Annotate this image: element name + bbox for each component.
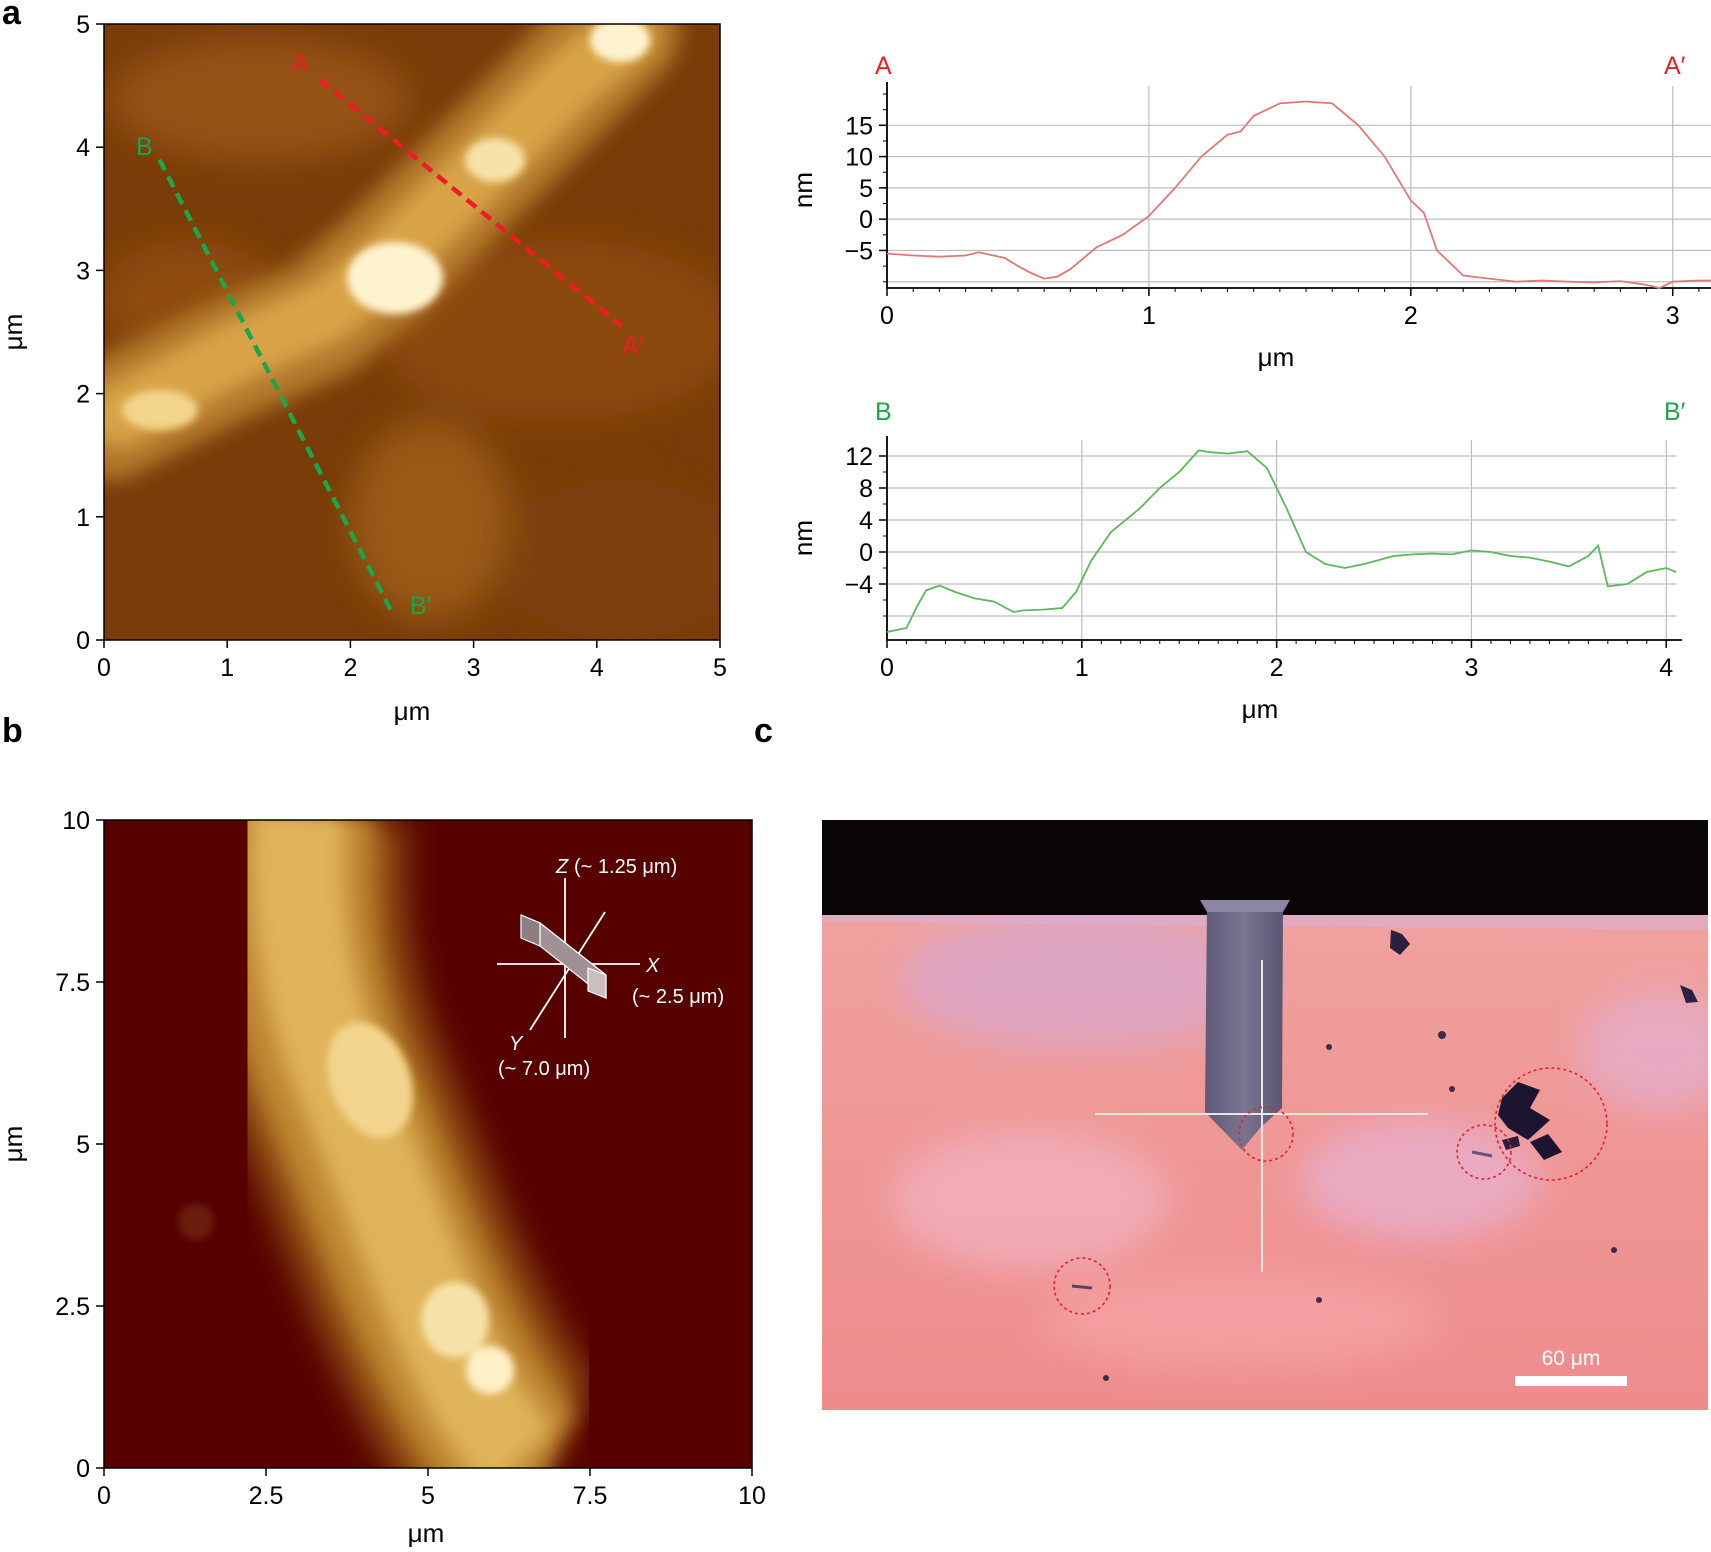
line-a-start-label: A [292,49,309,77]
inset-x-value: (~ 2.5 μm) [632,986,724,1008]
profile-b-xlabel: μm [1242,694,1279,724]
profile-b-series-line [886,449,1677,633]
profile-a-y-tick-label: 15 [845,112,873,140]
profile-b-x-tick-label: 0 [880,654,894,682]
afm-a-axes: 0 1 2 3 4 5 0 1 2 3 4 5 [76,11,727,682]
afm-b-axes: 0 2.5 5 7.5 10 0 2.5 5 7.5 10 [55,807,766,1510]
line-a-end-label: A′ [622,332,644,360]
panel-letter-b: b [2,712,23,750]
panel-letter-a: a [2,0,21,32]
profile-b-left-label: B [875,398,892,426]
afm-image-b [104,820,752,1468]
afm-a-y-tick-label: 0 [76,627,90,655]
profile-a-x-tick-label: 3 [1666,302,1680,330]
inset-y-value: (~ 7.0 μm) [498,1058,590,1080]
afm-b-x-tick-label: 2.5 [249,1482,284,1510]
inset-z-value: (~ 1.25 μm) [574,856,677,878]
afm-a-x-tick-label: 2 [343,654,357,682]
afm-b-x-tick-label: 10 [738,1482,766,1510]
afm-a-y-tick-label: 2 [76,381,90,409]
profile-a-right-label: A′ [1664,52,1686,80]
afm-b-x-tick-label: 0 [97,1482,111,1510]
dimension-inset: Z (~ 1.25 μm) X (~ 2.5 μm) Y (~ 7.0 μm) [497,856,724,1080]
scale-bar-label: 60 μm [1542,1347,1601,1370]
afm-b-y-tick-label: 5 [76,1131,90,1159]
profile-b-y-tick-label: 0 [859,539,873,567]
profile-b-x-tick-label: 2 [1270,654,1284,682]
profile-a-x-tick-label: 2 [1404,302,1418,330]
profile-line-a [318,77,623,328]
afm-b-y-tick-label: 7.5 [55,969,90,997]
optical-micrograph-c: 60 μm [822,820,1708,1410]
profile-a-y-tick-label: 10 [845,144,873,172]
profile-b-y-tick-label: −4 [844,571,873,599]
afm-a-x-tick-label: 0 [97,654,111,682]
afm-b-ylabel: μm [0,1126,28,1163]
afm-a-y-tick-label: 5 [76,11,90,39]
afm-b-y-tick-label: 10 [62,807,90,835]
inset-y-label: Y [509,1033,524,1055]
line-b-start-label: B [136,133,153,161]
profile-a-ylabel: nm [788,172,818,208]
profile-a-x-tick-label: 0 [880,302,894,330]
profile-b-ylabel: nm [788,520,818,556]
afm-a-ylabel: μm [0,314,28,351]
afm-tip [1205,905,1283,1150]
scale-bar [1515,1376,1627,1386]
afm-a-x-tick-label: 4 [590,654,604,682]
profile-b-y-tick-label: 12 [845,443,873,471]
inset-x-label: X [645,955,660,977]
profile-b-y-tick-label: 8 [859,475,873,503]
profile-b-x-tick-label: 4 [1659,654,1673,682]
afm-a-x-tick-label: 1 [220,654,234,682]
afm-b-x-tick-label: 7.5 [573,1482,608,1510]
panel-letter-c: c [754,712,773,750]
afm-a-y-tick-label: 3 [76,257,90,285]
afm-a-y-tick-label: 4 [76,134,90,162]
afm-a-x-tick-label: 5 [713,654,727,682]
profile-b-right-label: B′ [1664,398,1686,426]
profile-a-xlabel: μm [1258,342,1295,372]
afm-b-y-tick-label: 0 [76,1455,90,1483]
profile-a-left-label: A [875,52,892,80]
profile-b-x-tick-label: 1 [1075,654,1089,682]
profile-a-y-tick-label: 5 [859,175,873,203]
profile-line-b [157,158,396,617]
profile-b-y-tick-label: 4 [859,507,873,535]
afm-b-xlabel: μm [408,1518,445,1548]
line-b-end-label: B′ [410,592,432,620]
profile-a-series-line [886,100,1711,289]
afm-image-a [104,24,720,640]
profile-chart-a: 15 10 5 0 −5 0 1 2 3 [844,82,1711,330]
afm-a-y-tick-label: 1 [76,504,90,532]
inset-z-label: Z [555,856,569,878]
afm-a-xlabel: μm [394,696,431,726]
afm-b-y-tick-label: 2.5 [55,1293,90,1321]
profile-a-y-tick-label: 0 [859,206,873,234]
profile-b-x-tick-label: 3 [1464,654,1478,682]
afm-a-x-tick-label: 3 [467,654,481,682]
profile-a-y-tick-label: −5 [844,237,873,265]
profile-a-x-tick-label: 1 [1142,302,1156,330]
afm-b-x-tick-label: 5 [421,1482,435,1510]
